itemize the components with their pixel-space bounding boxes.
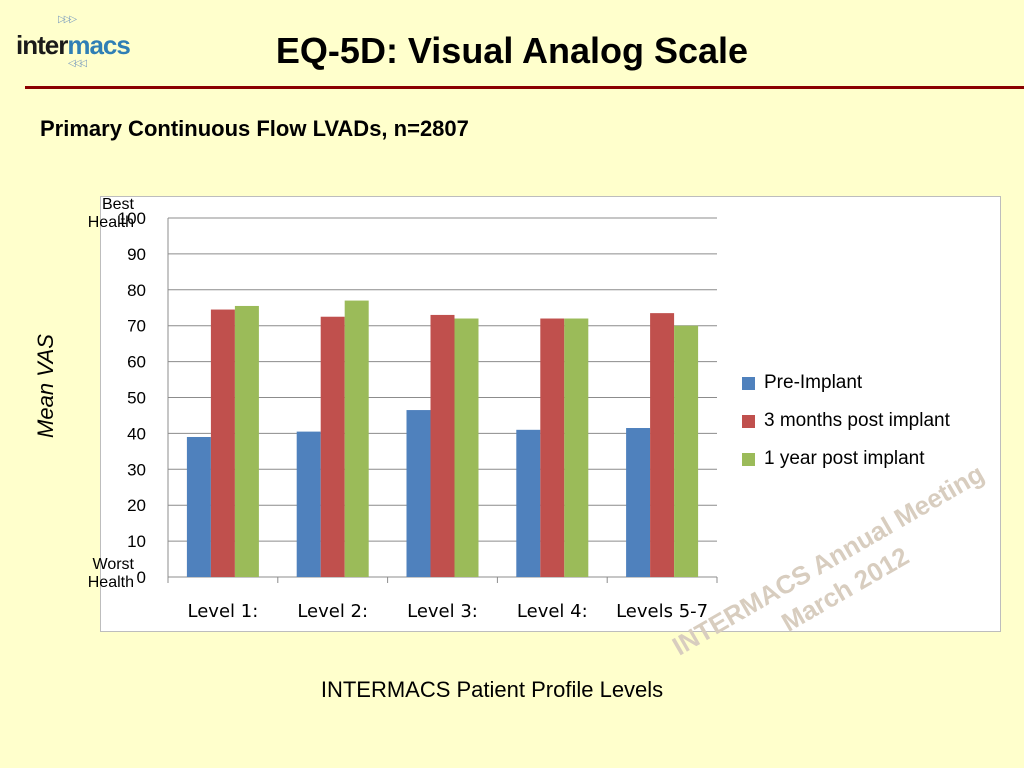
- worst-health-label: Worst Health: [87, 556, 134, 591]
- y-tick-label: 100: [118, 209, 146, 228]
- x-axis-label: INTERMACS Patient Profile Levels: [320, 677, 664, 702]
- x-tick-label: Level 3:: [407, 601, 478, 622]
- page-subtitle: Primary Continuous Flow LVADs, n=2807: [40, 116, 469, 141]
- bar: [234, 305, 259, 577]
- bar: [454, 318, 479, 577]
- legend-label: 1 year post implant: [764, 448, 925, 469]
- y-tick-label: 60: [127, 353, 146, 372]
- bar: [674, 325, 699, 577]
- bar: [564, 318, 589, 577]
- bar: [626, 428, 651, 577]
- logo-arrows-bottom-icon: ◁◁◁: [68, 58, 87, 69]
- y-tick-label: 10: [127, 532, 146, 551]
- y-tick-label: 80: [127, 281, 146, 300]
- y-axis-label: Mean VAS: [33, 334, 58, 438]
- bar: [344, 300, 369, 577]
- y-tick-label: 30: [127, 460, 146, 479]
- bar: [320, 316, 345, 577]
- best-health-label: Best Health: [87, 196, 134, 231]
- title-rule: [25, 86, 1024, 89]
- y-tick-label: 40: [127, 424, 146, 443]
- legend-label: 3 months post implant: [764, 410, 950, 431]
- logo-text-part2: macs: [67, 30, 130, 60]
- logo-text: intermacs: [16, 30, 131, 61]
- y-tick-label: 90: [127, 245, 146, 264]
- y-tick-label: 70: [127, 317, 146, 336]
- legend-label: Pre-Implant: [764, 372, 863, 393]
- bar: [406, 410, 431, 577]
- x-tick-label: Level 1:: [188, 601, 259, 622]
- bar: [186, 436, 211, 577]
- intermacs-logo: ▷▷▷ intermacs ◁◁◁: [16, 14, 146, 74]
- legend-item: 3 months post implant: [742, 402, 950, 440]
- legend-item: 1 year post implant: [742, 440, 950, 478]
- x-tick-label: Levels 5-7: [616, 601, 708, 622]
- bar: [296, 431, 321, 577]
- bar: [650, 313, 675, 577]
- legend-swatch: [742, 376, 755, 390]
- y-tick-label: 20: [127, 496, 146, 515]
- bar: [210, 309, 235, 577]
- logo-text-part1: inter: [16, 30, 68, 60]
- bar: [430, 314, 455, 577]
- bar: [516, 429, 541, 577]
- chart-legend: Pre-Implant 3 months post implant 1 year p…: [742, 364, 950, 478]
- y-tick-label: 0: [137, 568, 146, 587]
- x-tick-label: Level 2:: [297, 601, 368, 622]
- page-title: EQ-5D: Visual Analog Scale: [275, 30, 749, 71]
- legend-swatch: [742, 414, 755, 428]
- bar: [540, 318, 565, 577]
- x-tick-label: Level 4:: [517, 601, 588, 622]
- legend-item: Pre-Implant: [742, 364, 950, 402]
- legend-swatch: [742, 452, 755, 466]
- y-tick-label: 50: [127, 389, 146, 408]
- logo-arrows-top-icon: ▷▷▷: [58, 14, 77, 25]
